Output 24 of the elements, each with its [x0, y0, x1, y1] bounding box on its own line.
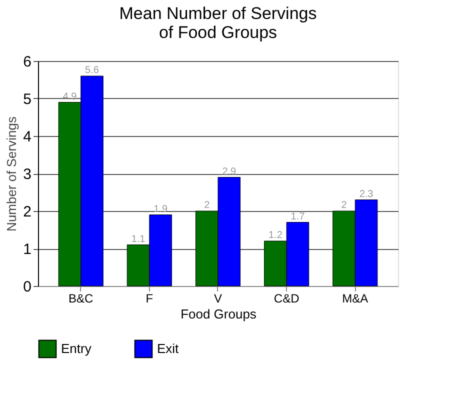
y-tick-label: 3 [23, 166, 32, 183]
x-tick-label: V [214, 292, 222, 306]
y-axis-title: Number of Servings [4, 116, 20, 232]
y-tick-label: 6 [23, 54, 32, 70]
data-label: 2 [204, 200, 210, 211]
data-label: 2 [341, 200, 348, 211]
x-tick-label: B&C [68, 292, 94, 306]
x-tick-label: M&A [342, 292, 368, 306]
y-tick-label: 0 [23, 278, 32, 296]
data-label: 1.7 [290, 211, 306, 222]
legend-label: Entry [61, 340, 92, 356]
y-tick-label: 1 [23, 241, 32, 258]
data-label: 1.1 [131, 234, 146, 245]
x-tick-label: C&D [274, 292, 300, 306]
y-tick-label: 5 [23, 91, 32, 108]
legend-label: Exit [157, 340, 180, 356]
y-tick-label: 2 [23, 204, 32, 220]
chart-title: Mean Number of Servings of Food Groups [119, 4, 317, 42]
y-tick-label: 4 [23, 128, 32, 146]
x-tick-label: F [146, 292, 154, 306]
data-label: 2.3 [359, 188, 374, 200]
data-label: 1.2 [268, 230, 283, 241]
x-axis-title: Food Groups [180, 306, 257, 322]
data-label: 5.6 [85, 65, 100, 76]
